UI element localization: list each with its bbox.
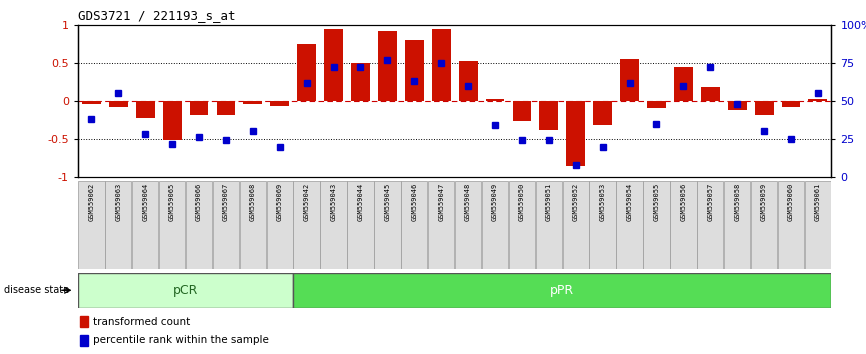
FancyBboxPatch shape xyxy=(670,181,696,269)
FancyBboxPatch shape xyxy=(643,181,669,269)
Bar xyxy=(593,101,612,125)
Bar xyxy=(459,61,477,101)
Text: pCR: pCR xyxy=(173,284,198,297)
Text: GSM559046: GSM559046 xyxy=(411,183,417,222)
FancyBboxPatch shape xyxy=(778,181,805,269)
FancyBboxPatch shape xyxy=(455,181,481,269)
FancyBboxPatch shape xyxy=(724,181,750,269)
Text: GSM559064: GSM559064 xyxy=(142,183,148,222)
FancyBboxPatch shape xyxy=(805,181,831,269)
Bar xyxy=(782,101,800,107)
Bar xyxy=(136,101,155,118)
Text: GSM559042: GSM559042 xyxy=(304,183,310,222)
FancyBboxPatch shape xyxy=(401,181,428,269)
Bar xyxy=(109,101,127,107)
FancyBboxPatch shape xyxy=(617,181,643,269)
FancyBboxPatch shape xyxy=(590,181,616,269)
Text: GSM559047: GSM559047 xyxy=(438,183,444,222)
Bar xyxy=(82,101,100,104)
FancyBboxPatch shape xyxy=(320,181,346,269)
Bar xyxy=(80,335,88,346)
Text: GSM559050: GSM559050 xyxy=(519,183,525,222)
FancyBboxPatch shape xyxy=(159,181,185,269)
Text: GSM559059: GSM559059 xyxy=(761,183,767,222)
FancyBboxPatch shape xyxy=(536,181,562,269)
Bar xyxy=(163,101,182,141)
Text: GSM559049: GSM559049 xyxy=(492,183,498,222)
Text: GSM559067: GSM559067 xyxy=(223,183,229,222)
FancyBboxPatch shape xyxy=(240,181,266,269)
Bar xyxy=(727,101,746,110)
Bar xyxy=(513,101,532,121)
Text: GSM559054: GSM559054 xyxy=(627,183,632,222)
FancyBboxPatch shape xyxy=(374,181,401,269)
Text: GSM559063: GSM559063 xyxy=(115,183,121,222)
FancyBboxPatch shape xyxy=(294,181,320,269)
Text: GSM559048: GSM559048 xyxy=(465,183,471,222)
Bar xyxy=(294,273,831,308)
Bar xyxy=(216,101,236,115)
FancyBboxPatch shape xyxy=(105,181,132,269)
FancyBboxPatch shape xyxy=(347,181,373,269)
Text: GSM559051: GSM559051 xyxy=(546,183,552,222)
FancyBboxPatch shape xyxy=(132,181,158,269)
Text: GSM559069: GSM559069 xyxy=(277,183,282,222)
FancyBboxPatch shape xyxy=(563,181,589,269)
FancyBboxPatch shape xyxy=(78,181,105,269)
Text: GSM559052: GSM559052 xyxy=(572,183,578,222)
Text: GSM559060: GSM559060 xyxy=(788,183,794,222)
Text: pPR: pPR xyxy=(550,284,574,297)
Text: GSM559062: GSM559062 xyxy=(88,183,94,222)
Text: transformed count: transformed count xyxy=(94,316,191,327)
Bar xyxy=(540,101,559,130)
FancyBboxPatch shape xyxy=(481,181,508,269)
Text: GSM559045: GSM559045 xyxy=(385,183,391,222)
Bar xyxy=(378,31,397,101)
Text: GSM559057: GSM559057 xyxy=(708,183,714,222)
Text: GSM559066: GSM559066 xyxy=(196,183,202,222)
Text: GSM559065: GSM559065 xyxy=(169,183,175,222)
Bar xyxy=(297,44,316,101)
Text: GSM559055: GSM559055 xyxy=(654,183,659,222)
Text: GSM559053: GSM559053 xyxy=(599,183,605,222)
Text: percentile rank within the sample: percentile rank within the sample xyxy=(94,335,269,346)
Bar xyxy=(620,59,639,101)
Bar xyxy=(351,63,370,101)
Text: disease state: disease state xyxy=(4,285,69,295)
Bar xyxy=(190,101,209,115)
Bar xyxy=(80,316,88,327)
Bar xyxy=(674,67,693,101)
Bar xyxy=(432,29,450,101)
Bar xyxy=(324,29,343,101)
FancyBboxPatch shape xyxy=(697,181,723,269)
FancyBboxPatch shape xyxy=(186,181,212,269)
Text: GSM559044: GSM559044 xyxy=(358,183,364,222)
Bar xyxy=(78,273,294,308)
Text: GSM559056: GSM559056 xyxy=(681,183,687,222)
Bar xyxy=(647,101,666,108)
Bar xyxy=(270,101,289,106)
Bar xyxy=(754,101,773,115)
FancyBboxPatch shape xyxy=(751,181,778,269)
Bar xyxy=(809,99,827,101)
Text: GSM559058: GSM559058 xyxy=(734,183,740,222)
Bar xyxy=(701,87,720,101)
FancyBboxPatch shape xyxy=(267,181,293,269)
FancyBboxPatch shape xyxy=(508,181,535,269)
FancyBboxPatch shape xyxy=(213,181,239,269)
Bar xyxy=(486,99,504,101)
FancyBboxPatch shape xyxy=(428,181,455,269)
Bar xyxy=(405,40,423,101)
Text: GSM559068: GSM559068 xyxy=(250,183,255,222)
Bar xyxy=(566,101,585,166)
Text: GSM559061: GSM559061 xyxy=(815,183,821,222)
Bar xyxy=(243,101,262,104)
Text: GDS3721 / 221193_s_at: GDS3721 / 221193_s_at xyxy=(78,9,236,22)
Text: GSM559043: GSM559043 xyxy=(331,183,337,222)
